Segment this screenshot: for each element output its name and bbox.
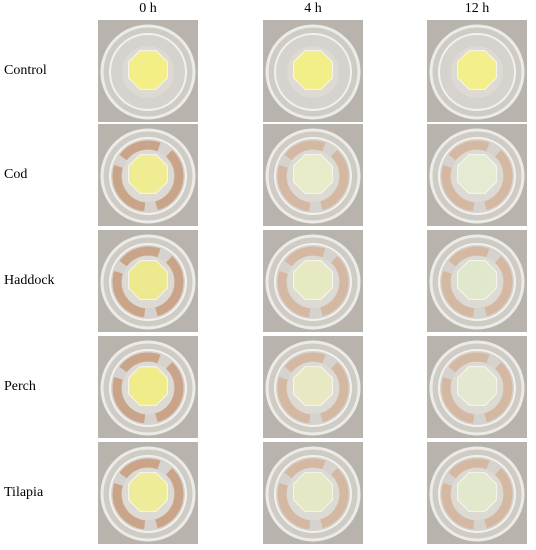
row-label: Haddock <box>4 273 55 288</box>
indicator-pad <box>293 472 333 512</box>
column-header: 4 h <box>304 1 322 16</box>
sample-photo <box>98 336 198 438</box>
indicator-pad <box>457 154 497 194</box>
fish-tissue <box>277 246 349 318</box>
fish-tissue <box>112 458 184 530</box>
indicator-pad <box>128 154 168 194</box>
sample-photo <box>427 20 527 122</box>
fish-tissue <box>441 246 513 318</box>
fish-tissue <box>112 352 184 424</box>
indicator-pad <box>457 472 497 512</box>
indicator-pad <box>293 366 333 406</box>
fish-tissue <box>112 246 184 318</box>
fish-tissue <box>441 458 513 530</box>
fish-tissue <box>441 140 513 212</box>
column-header: 0 h <box>139 1 157 16</box>
fish-tissue <box>277 458 349 530</box>
sample-photo <box>427 230 527 332</box>
row-label: Tilapia <box>4 485 44 500</box>
sample-photo <box>98 124 198 226</box>
indicator-pad <box>457 260 497 300</box>
sample-photo <box>263 20 363 122</box>
sample-photo <box>427 336 527 438</box>
indicator-pad <box>128 260 168 300</box>
sample-photo <box>263 230 363 332</box>
sample-photo <box>98 230 198 332</box>
sample-photo <box>98 442 198 544</box>
indicator-pad <box>293 154 333 194</box>
fish-tissue <box>441 352 513 424</box>
sample-photo <box>263 336 363 438</box>
row-label: Control <box>4 63 47 78</box>
row-label: Perch <box>4 379 36 394</box>
indicator-pad <box>457 50 497 90</box>
fish-tissue <box>277 352 349 424</box>
sample-photo <box>427 124 527 226</box>
sample-photo <box>427 442 527 544</box>
indicator-pad <box>128 472 168 512</box>
indicator-pad <box>128 50 168 90</box>
sample-photo <box>263 442 363 544</box>
fish-tissue <box>277 140 349 212</box>
indicator-pad <box>457 366 497 406</box>
sample-photo <box>263 124 363 226</box>
row-label: Cod <box>4 167 28 182</box>
indicator-pad <box>293 260 333 300</box>
indicator-pad <box>128 366 168 406</box>
indicator-pad <box>293 50 333 90</box>
fish-tissue <box>112 140 184 212</box>
column-header: 12 h <box>464 1 490 16</box>
sample-photo <box>98 20 198 122</box>
